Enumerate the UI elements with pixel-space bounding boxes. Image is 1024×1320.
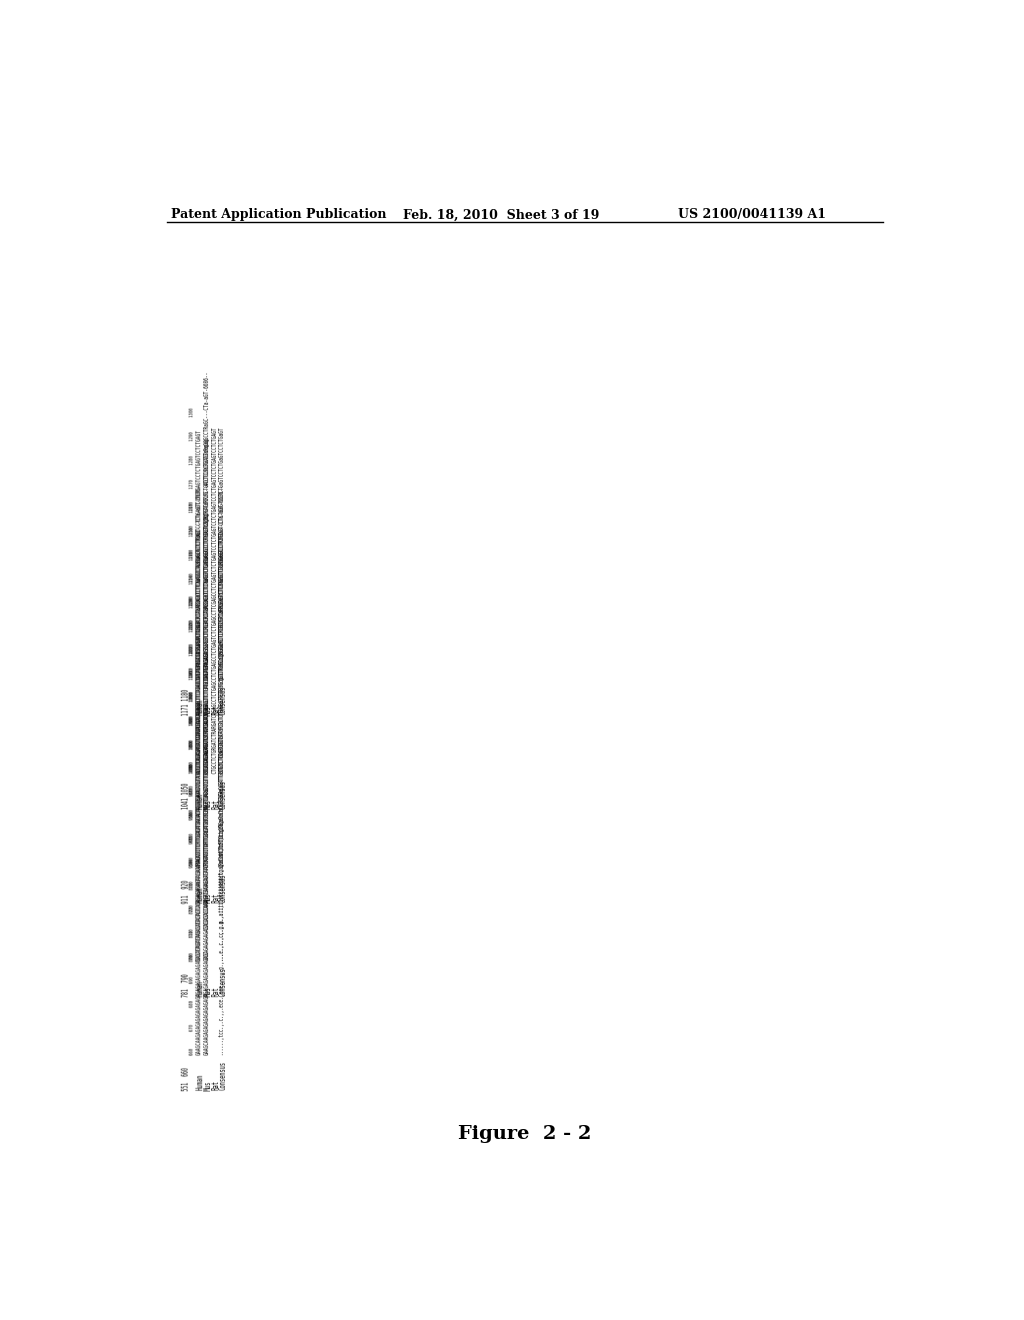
Text: Figure  2 - 2: Figure 2 - 2	[458, 1125, 592, 1143]
Text: Patent Application Publication: Patent Application Publication	[171, 209, 386, 222]
Text: Feb. 18, 2010  Sheet 3 of 19: Feb. 18, 2010 Sheet 3 of 19	[403, 209, 599, 222]
Text: US 2100/0041139 A1: US 2100/0041139 A1	[678, 209, 826, 222]
